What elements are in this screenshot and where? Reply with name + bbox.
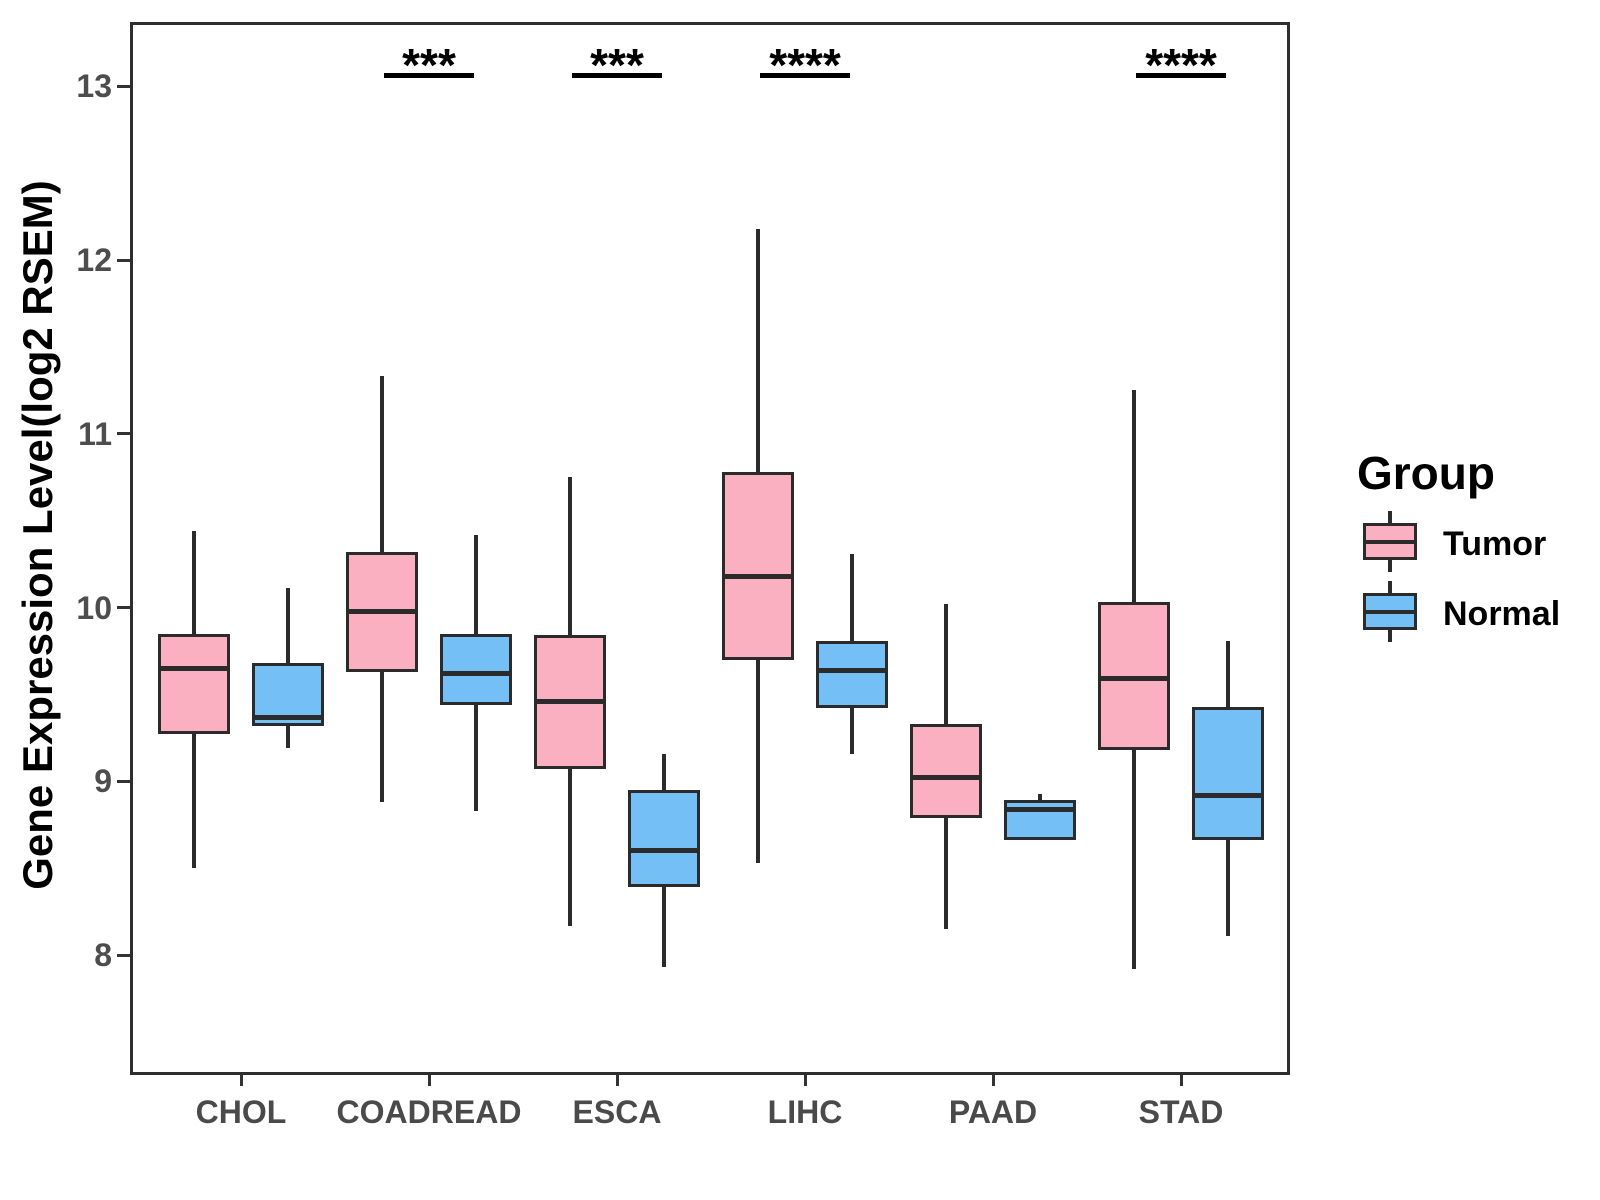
y-axis-tick — [117, 84, 130, 88]
median-chol-normal — [252, 714, 324, 720]
box-lihc-normal — [816, 640, 888, 709]
y-axis-tick — [117, 432, 130, 436]
x-axis-tick-label: COADREAD — [336, 1094, 522, 1130]
x-axis-tick — [803, 1075, 807, 1086]
significance-bar-stad — [1136, 73, 1226, 78]
y-axis-tick-label: 13 — [76, 68, 112, 105]
significance-bar-esca — [572, 73, 662, 78]
x-axis-tick — [615, 1075, 619, 1086]
x-axis-tick-label: CHOL — [195, 1094, 287, 1130]
median-coadread-tumor — [346, 608, 418, 614]
significance-label-esca: *** — [590, 39, 644, 91]
box-chol-tumor — [158, 633, 230, 735]
x-axis-tick — [1179, 1075, 1183, 1086]
median-coadread-normal — [440, 671, 512, 677]
x-axis-tick-label: PAAD — [948, 1094, 1038, 1130]
x-axis-tick — [991, 1075, 995, 1086]
x-axis-tick-label: STAD — [1138, 1094, 1224, 1130]
median-stad-normal — [1192, 792, 1264, 798]
x-axis-tick-label: LIHC — [767, 1094, 843, 1130]
y-axis-tick — [117, 258, 130, 262]
median-esca-normal — [628, 848, 700, 854]
median-lihc-normal — [816, 667, 888, 673]
significance-bar-lihc — [760, 73, 850, 78]
legend-item-label: Tumor — [1443, 524, 1547, 563]
median-stad-tumor — [1098, 676, 1170, 682]
x-axis-tick — [239, 1075, 243, 1086]
y-axis-tick — [117, 953, 130, 957]
y-axis-title: Gene Expression Level(log2 RSEM) — [14, 180, 61, 890]
x-axis-tick-label: ESCA — [572, 1094, 662, 1130]
box-stad-tumor — [1098, 602, 1170, 751]
box-stad-normal — [1192, 706, 1264, 841]
significance-bar-coadread — [384, 73, 474, 78]
box-paad-tumor — [910, 724, 982, 818]
significance-label-stad: **** — [1145, 39, 1217, 91]
median-esca-tumor — [534, 698, 606, 704]
median-paad-tumor — [910, 775, 982, 781]
y-axis-tick-label: 8 — [94, 937, 112, 974]
legend-title: Group — [1357, 447, 1495, 499]
y-axis-tick-label: 12 — [76, 242, 112, 279]
box-lihc-tumor — [722, 472, 794, 660]
y-axis-tick — [117, 606, 130, 610]
y-axis-tick — [117, 779, 130, 783]
legend-key-median — [1363, 609, 1417, 614]
x-axis-tick — [427, 1075, 431, 1086]
y-axis-tick-label: 10 — [76, 589, 112, 626]
legend-item-label: Normal — [1443, 594, 1561, 633]
box-esca-normal — [628, 790, 700, 888]
legend-key-median — [1363, 539, 1417, 544]
median-chol-tumor — [158, 665, 230, 671]
median-lihc-tumor — [722, 573, 794, 579]
significance-label-coadread: *** — [402, 39, 456, 91]
median-paad-normal — [1004, 806, 1076, 812]
y-axis-tick-label: 9 — [94, 763, 112, 800]
plot-panel — [130, 22, 1290, 1075]
significance-label-lihc: **** — [769, 39, 841, 91]
box-coadread-normal — [440, 633, 512, 705]
y-axis-tick-label: 11 — [78, 415, 112, 452]
